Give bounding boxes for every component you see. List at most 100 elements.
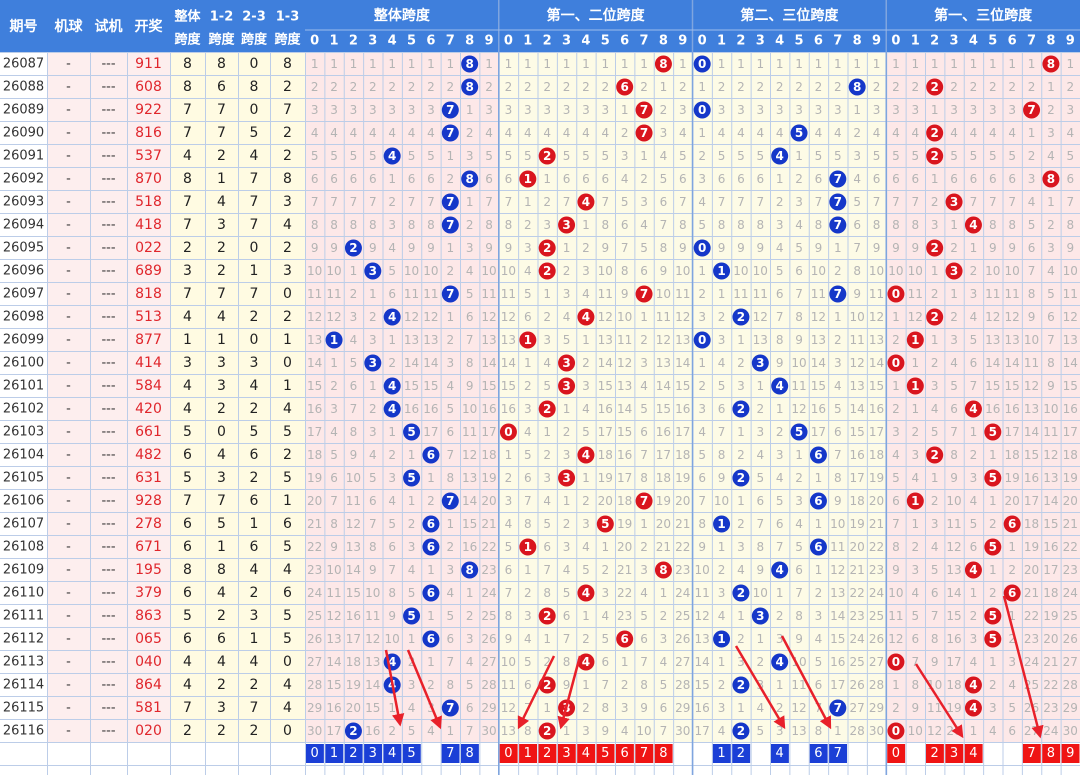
omission-number: 17 bbox=[811, 425, 826, 439]
omission-number: 1 bbox=[795, 448, 803, 462]
omission-number: 2 bbox=[795, 80, 803, 94]
omission-number: 2 bbox=[466, 218, 474, 232]
omission-number: 1 bbox=[892, 379, 900, 393]
omission-number: 2 bbox=[911, 425, 919, 439]
footer-box bbox=[654, 744, 673, 763]
omission-number: 5 bbox=[330, 149, 338, 163]
omission-number: 19 bbox=[656, 494, 671, 508]
hit-ball bbox=[964, 400, 982, 418]
footer-box bbox=[538, 744, 557, 763]
omission-number: 27 bbox=[869, 655, 884, 669]
omission-number: 10 bbox=[869, 264, 884, 278]
draw-number: 870 bbox=[135, 171, 162, 187]
omission-number: 3 bbox=[989, 701, 997, 715]
omission-number: 19 bbox=[1043, 609, 1058, 623]
omission-number: 25 bbox=[675, 609, 690, 623]
span-value: 0 bbox=[283, 286, 292, 302]
span-value: 2 bbox=[217, 263, 226, 279]
omission-number: 1 bbox=[989, 655, 997, 669]
issue: 26110 bbox=[3, 586, 44, 601]
omission-number: 1 bbox=[427, 609, 435, 623]
omission-number: 1 bbox=[369, 287, 377, 301]
omission-number: 7 bbox=[640, 448, 648, 462]
omission-number: 24 bbox=[850, 632, 865, 646]
omission-number: 5 bbox=[601, 632, 609, 646]
omission-number: 22 bbox=[1063, 540, 1078, 554]
omission-number: 5 bbox=[640, 609, 648, 623]
hit-ball bbox=[732, 722, 750, 740]
omission-number: 15 bbox=[598, 379, 613, 393]
draw-number: 414 bbox=[135, 355, 162, 371]
hit-ball bbox=[616, 630, 634, 648]
omission-number: 2 bbox=[679, 80, 687, 94]
omission-number: 5 bbox=[408, 586, 416, 600]
span-value: 6 bbox=[183, 447, 192, 463]
omission-number: 14 bbox=[695, 655, 710, 669]
span-value: 7 bbox=[183, 125, 192, 141]
omission-number: 1 bbox=[989, 563, 997, 577]
issue: 26107 bbox=[3, 517, 44, 532]
omission-number: 16 bbox=[598, 402, 613, 416]
omission-number: 3 bbox=[563, 540, 571, 554]
omission-number: 8 bbox=[311, 218, 319, 232]
span-value: 0 bbox=[250, 56, 259, 72]
draw-number: 278 bbox=[135, 516, 162, 532]
omission-number: 15 bbox=[423, 379, 438, 393]
footer-box bbox=[596, 744, 615, 763]
omission-number: 8 bbox=[505, 218, 513, 232]
omission-number: 7 bbox=[795, 586, 803, 600]
omission-number: 2 bbox=[718, 310, 726, 324]
omission-number: 18 bbox=[1063, 448, 1078, 462]
hit-ball bbox=[558, 469, 576, 487]
omission-number: 4 bbox=[756, 701, 764, 715]
omission-number: 5 bbox=[853, 195, 861, 209]
omission-number: 16 bbox=[1063, 402, 1078, 416]
omission-number: 11 bbox=[1043, 425, 1058, 439]
omission-number: 2 bbox=[582, 356, 590, 370]
omission-number: 19 bbox=[850, 517, 865, 531]
hit-number: 1 bbox=[524, 540, 532, 554]
span-value: 2 bbox=[217, 677, 226, 693]
omission-number: 16 bbox=[850, 448, 865, 462]
omission-number: 2 bbox=[350, 80, 358, 94]
omission-number: 22 bbox=[617, 586, 632, 600]
omission-number: 1 bbox=[892, 678, 900, 692]
omission-number: 6 bbox=[989, 172, 997, 186]
omission-number: 1 bbox=[834, 310, 842, 324]
ball: - bbox=[66, 264, 71, 279]
omission-number: 3 bbox=[350, 310, 358, 324]
omission-number: 6 bbox=[815, 678, 823, 692]
hit-ball bbox=[964, 699, 982, 717]
trial: --- bbox=[101, 103, 115, 118]
omission-number: 2 bbox=[330, 379, 338, 393]
span-value: 7 bbox=[183, 194, 192, 210]
omission-number: 9 bbox=[427, 241, 435, 255]
trial: --- bbox=[101, 724, 115, 739]
footer-number: 8 bbox=[1047, 746, 1055, 761]
omission-number: 5 bbox=[1008, 701, 1016, 715]
omission-number: 22 bbox=[850, 586, 865, 600]
digit-header: 6 bbox=[620, 34, 629, 49]
hit-ball bbox=[1023, 101, 1041, 119]
omission-number: 9 bbox=[698, 540, 706, 554]
omission-number: 12 bbox=[481, 310, 496, 324]
omission-number: 10 bbox=[888, 264, 903, 278]
omission-number: 9 bbox=[640, 701, 648, 715]
hit-ball bbox=[926, 239, 944, 257]
omission-number: 7 bbox=[756, 195, 764, 209]
omission-number: 28 bbox=[307, 678, 322, 692]
omission-number: 7 bbox=[776, 540, 784, 554]
omission-number: 10 bbox=[385, 632, 400, 646]
omission-number: 16 bbox=[501, 402, 516, 416]
omission-number: 18 bbox=[869, 448, 884, 462]
omission-number: 1 bbox=[388, 701, 396, 715]
omission-number: 12 bbox=[307, 310, 322, 324]
footer-box bbox=[616, 744, 634, 763]
omission-number: 8 bbox=[330, 218, 338, 232]
omission-number: 5 bbox=[660, 172, 668, 186]
omission-number: 10 bbox=[462, 402, 477, 416]
omission-number: 1 bbox=[601, 540, 609, 554]
omission-number: 4 bbox=[873, 126, 881, 140]
hit-number: 1 bbox=[524, 172, 532, 186]
hit-ball bbox=[829, 285, 847, 303]
